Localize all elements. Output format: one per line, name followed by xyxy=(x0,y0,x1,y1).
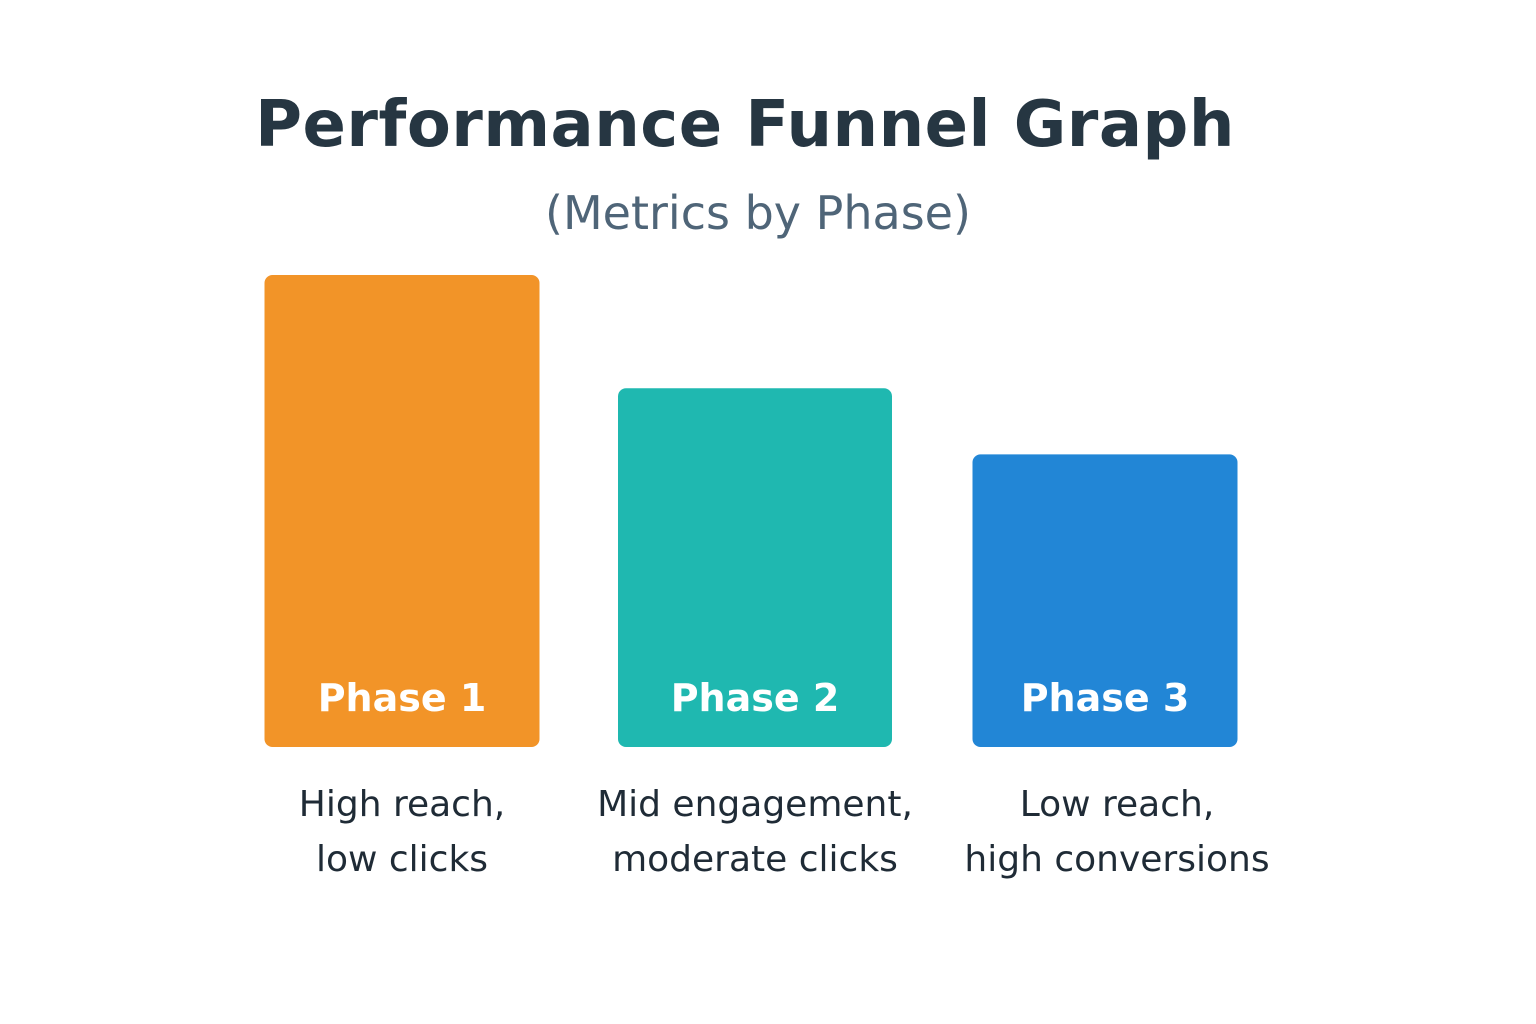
chart-subtitle: (Metrics by Phase) xyxy=(545,186,971,240)
description-phase-1-line-2: low clicks xyxy=(316,839,488,880)
description-phase-3-line-2: high conversions xyxy=(964,839,1269,880)
bar-phase-3 xyxy=(972,454,1238,747)
bar-phase-2 xyxy=(618,388,892,747)
description-phase-1-line-1: High reach, xyxy=(299,784,505,825)
bar-label-phase-2: Phase 2 xyxy=(671,676,840,720)
bar-label-phase-1: Phase 1 xyxy=(318,676,487,720)
chart-title: Performance Funnel Graph xyxy=(255,88,1235,162)
bar-label-phase-3: Phase 3 xyxy=(1021,676,1190,720)
description-phase-3-line-1: Low reach, xyxy=(1020,784,1215,825)
description-phase-2-line-1: Mid engagement, xyxy=(597,784,913,825)
bar-phase-1 xyxy=(264,275,540,747)
description-phase-2-line-2: moderate clicks xyxy=(612,839,898,880)
